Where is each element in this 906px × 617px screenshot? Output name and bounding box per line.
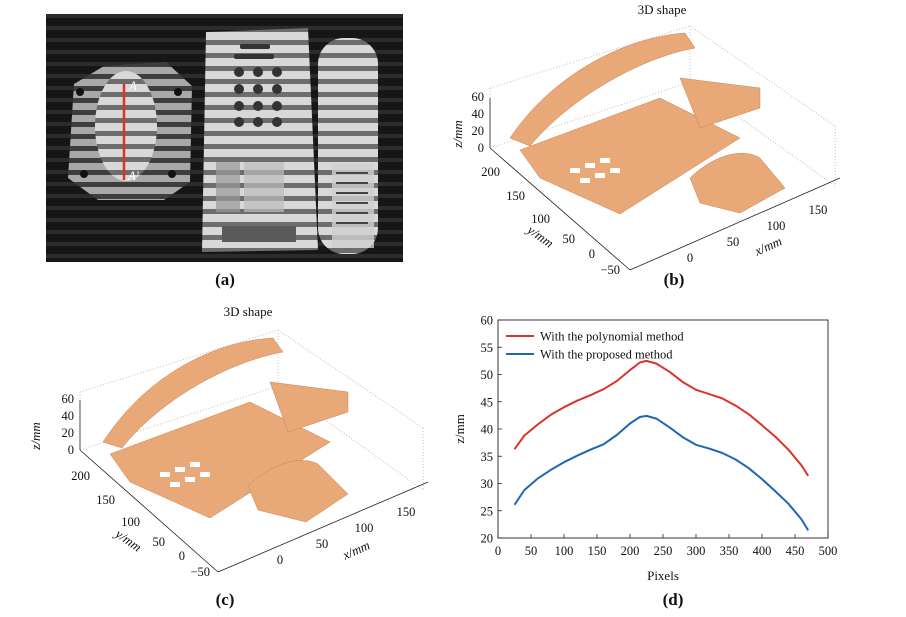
y-tick-label: 35	[481, 450, 494, 464]
b-yticks-0: 200	[481, 165, 500, 179]
b-yticks-3: 50	[563, 232, 576, 246]
surface-plot-b: 0 20 40 60 z/mm 200 150 100 50 0 −50 y/m…	[450, 25, 841, 277]
x-tick-label: 500	[819, 544, 838, 558]
c-yticks-2: 100	[121, 515, 140, 529]
line-chart: 20 25 30 35 40 45 50 55 60 0 50 100 150 200 250 300 350…	[452, 314, 838, 584]
b-yticks-4: 0	[589, 247, 595, 261]
c-xticks-1: 50	[316, 537, 329, 551]
x-axis-label: Pixels	[647, 568, 679, 583]
label-a: A	[128, 78, 137, 93]
b-xlabel: x/mm	[751, 233, 784, 259]
y-tick-label: 25	[481, 504, 494, 518]
c-zticks-1: 20	[62, 426, 75, 440]
panel-b: 0 20 40 60 z/mm 200 150 100 50 0 −50 y/m…	[440, 18, 880, 280]
b-yticks-2: 100	[531, 212, 550, 226]
c-xticks-2: 100	[355, 521, 374, 535]
x-tick-label: 100	[555, 544, 574, 558]
c-ylabel: y/mm	[111, 525, 144, 555]
legend-entry: With the polynomial method	[540, 330, 684, 344]
b-zticks-2: 40	[472, 107, 485, 121]
y-tick-label: 40	[481, 423, 494, 437]
b-xticks-1: 50	[727, 235, 740, 249]
x-tick-label: 50	[525, 544, 538, 558]
b-xticks-0: 0	[687, 251, 693, 265]
title-c: 3D shape	[223, 304, 273, 319]
b-xticks-2: 100	[767, 219, 786, 233]
x-tick-label: 300	[687, 544, 706, 558]
legend-entry: With the proposed method	[540, 348, 673, 362]
x-tick-label: 350	[720, 544, 739, 558]
y-tick-label: 20	[481, 532, 494, 546]
c-yticks-5: −50	[190, 565, 210, 579]
y-tick-label: 60	[481, 314, 494, 328]
b-zticks-1: 20	[472, 124, 485, 138]
y-tick-label: 50	[481, 368, 494, 382]
c-zlabel: z/mm	[28, 422, 43, 450]
c-xticks-0: 0	[277, 553, 283, 567]
x-tick-label: 450	[786, 544, 805, 558]
series-line-polynomial	[513, 359, 810, 477]
caption-b: (b)	[663, 270, 685, 289]
series-line-proposed	[513, 414, 810, 531]
label-a-prime: A'	[127, 168, 139, 183]
b-xticks-3: 150	[809, 203, 828, 217]
c-zticks-3: 60	[62, 392, 75, 406]
caption-c: (c)	[215, 590, 235, 609]
c-zticks-2: 40	[62, 409, 75, 423]
panel-d: 20 25 30 35 40 45 50 55 60 0 50 100 150 200 250 300 350…	[450, 310, 900, 590]
b-zticks-0: 0	[478, 141, 484, 155]
x-tick-label: 400	[753, 544, 772, 558]
c-yticks-3: 50	[153, 535, 166, 549]
c-yticks-0: 200	[71, 469, 90, 483]
fringe-photo: A A'	[46, 14, 403, 262]
x-tick-label: 250	[654, 544, 673, 558]
title-b: 3D shape	[637, 2, 687, 17]
c-yticks-4: 0	[179, 549, 185, 563]
b-zticks-3: 60	[472, 90, 485, 104]
b-yticks-1: 150	[506, 189, 525, 203]
b-yticks-5: −50	[600, 263, 620, 277]
c-xticks-3: 150	[397, 505, 416, 519]
c-zticks-0: 0	[68, 443, 74, 457]
y-axis-label: z/mm	[452, 414, 467, 444]
c-xlabel: x/mm	[339, 537, 372, 563]
panel-c: 0 20 40 60 z/mm 200 150 100 50 0 −50 y/m…	[18, 318, 448, 580]
y-tick-label: 55	[481, 341, 494, 355]
caption-a: (a)	[215, 270, 235, 289]
surface-plot-c: 0 20 40 60 z/mm 200 150 100 50 0 −50 y/m…	[28, 329, 429, 579]
y-tick-label: 45	[481, 395, 494, 409]
x-tick-label: 0	[495, 544, 501, 558]
x-tick-label: 200	[621, 544, 640, 558]
caption-d: (d)	[662, 590, 684, 609]
y-tick-label: 30	[481, 477, 494, 491]
c-yticks-1: 150	[96, 493, 115, 507]
panel-a: A A'	[46, 14, 403, 262]
b-zlabel: z/mm	[450, 120, 465, 148]
x-tick-label: 150	[588, 544, 607, 558]
